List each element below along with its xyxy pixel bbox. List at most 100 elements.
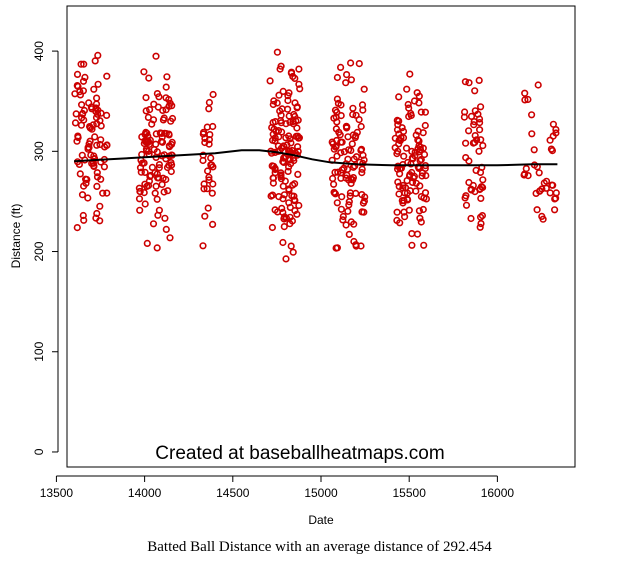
data-point: [357, 122, 365, 131]
data-point: [413, 89, 421, 97]
data-point: [333, 152, 341, 160]
data-point: [476, 126, 484, 134]
data-point: [347, 59, 355, 67]
data-point: [331, 168, 339, 176]
data-point: [93, 209, 101, 218]
data-point: [337, 205, 346, 213]
data-point: [140, 189, 148, 197]
data-point: [421, 189, 430, 197]
data-point: [288, 217, 297, 225]
data-point: [408, 241, 416, 249]
data-point: [360, 85, 368, 93]
watermark: Created at baseballheatmaps.com: [155, 443, 444, 464]
data-point: [167, 167, 175, 176]
data-point: [201, 212, 209, 220]
data-point: [161, 214, 169, 222]
data-point: [94, 51, 102, 60]
data-point: [335, 128, 343, 136]
data-point: [337, 101, 345, 109]
data-point: [103, 189, 111, 197]
data-point: [268, 149, 276, 157]
x-tick-label: 16000: [481, 486, 515, 500]
scatter-points: [71, 48, 560, 263]
data-point: [77, 60, 85, 68]
data-point: [412, 187, 420, 195]
data-point: [294, 134, 303, 142]
data-point: [74, 133, 82, 142]
data-point: [407, 160, 415, 168]
data-point: [339, 216, 347, 224]
data-point: [465, 79, 473, 87]
data-point: [150, 100, 158, 108]
y-tick-label: 300: [32, 141, 46, 161]
data-point: [162, 225, 170, 233]
x-tick-label: 14000: [128, 486, 162, 500]
data-point: [416, 214, 424, 222]
data-point: [205, 136, 213, 144]
data-point: [344, 133, 352, 141]
data-point: [85, 144, 93, 152]
x-tick-label: 15500: [393, 486, 427, 500]
data-point: [79, 77, 88, 85]
data-point: [277, 169, 285, 177]
data-point: [146, 172, 154, 180]
data-point: [151, 169, 159, 177]
data-point: [417, 155, 425, 164]
data-point: [93, 110, 102, 118]
data-point: [404, 100, 412, 109]
data-point: [286, 135, 294, 143]
data-point: [330, 180, 338, 188]
data-point: [415, 142, 423, 150]
data-point: [352, 111, 360, 119]
data-point: [344, 155, 352, 163]
data-point: [199, 130, 207, 138]
data-point: [72, 110, 80, 118]
data-point: [412, 179, 420, 187]
data-point: [401, 189, 409, 197]
data-point: [80, 60, 88, 68]
data-point: [352, 153, 361, 161]
data-point: [408, 168, 416, 177]
data-point: [96, 202, 104, 210]
data-point: [284, 96, 292, 105]
data-point: [351, 134, 359, 142]
x-axis: 13500 14000 14500 15000 15500 16000: [40, 475, 515, 500]
data-point: [462, 192, 470, 200]
data-point: [163, 163, 172, 172]
data-point: [552, 126, 560, 134]
data-point: [157, 137, 165, 146]
data-point: [408, 230, 416, 238]
data-point: [524, 95, 532, 104]
data-point: [345, 198, 353, 206]
trend-line-group: [74, 149, 558, 167]
data-point: [76, 170, 84, 178]
data-point: [406, 70, 414, 78]
data-point: [333, 199, 341, 207]
data-point: [401, 213, 409, 221]
data-point: [287, 69, 296, 77]
data-point: [73, 137, 81, 145]
data-point: [93, 182, 101, 190]
data-point: [408, 178, 417, 186]
data-point: [279, 158, 287, 166]
data-point: [159, 106, 167, 114]
data-point: [207, 154, 215, 162]
data-point: [209, 180, 217, 188]
data-point: [470, 121, 478, 129]
data-point: [167, 117, 175, 125]
data-point: [203, 123, 211, 131]
data-point: [295, 65, 303, 73]
data-point: [102, 111, 111, 119]
data-point: [393, 116, 401, 124]
data-point: [163, 73, 171, 81]
data-point: [136, 206, 144, 214]
data-point: [266, 77, 274, 85]
data-point: [92, 113, 101, 122]
data-point: [416, 157, 424, 165]
data-point: [294, 116, 302, 124]
data-point: [467, 185, 475, 193]
data-point: [167, 159, 175, 167]
data-point: [78, 191, 87, 199]
data-point: [421, 121, 429, 130]
data-point: [165, 130, 173, 138]
